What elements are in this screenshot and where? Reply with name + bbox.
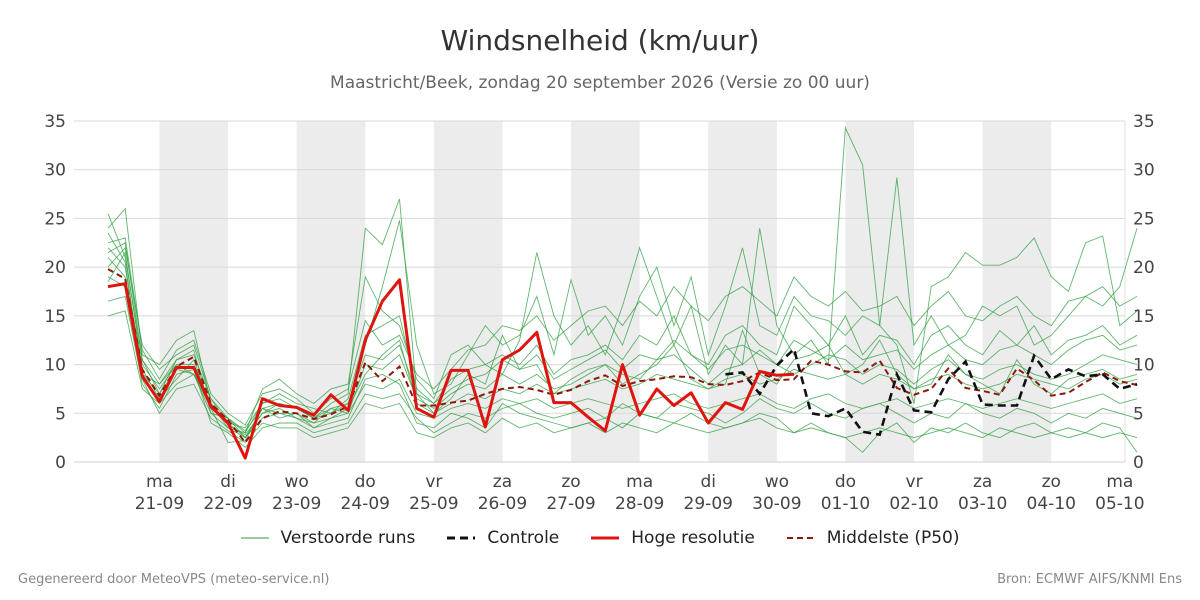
ensemble-runs [107,126,1138,453]
x-tick-day-7: ma [626,472,653,492]
x-tick-date-11: 02-10 [889,494,938,514]
x-tick-day-10: do [835,472,856,492]
legend-item-perturbed[interactable]: Verstoorde runs [240,528,416,548]
legend-median-label: Middelste (P50) [826,528,960,548]
ensemble-run-6 [107,251,1138,434]
median-line [107,268,1138,445]
y-tick-left-5: 5 [55,404,66,424]
chart-title: Windsnelheid (km/uur) [440,24,760,57]
y-tick-left-25: 25 [44,209,66,229]
x-tick-date-13: 04-10 [1027,494,1076,514]
legend-control-swatch [447,536,476,540]
x-tick-day-0: ma [146,472,173,492]
chart-subtitle: Maastricht/Beek, zondag 20 september 202… [330,73,870,93]
y-tick-left-0: 0 [55,453,66,473]
x-tick-date-5: 26-09 [478,494,527,514]
y-tick-right-35: 35 [1133,112,1155,132]
x-tick-day-3: do [355,472,376,492]
hires-line [107,278,795,460]
y-tick-right-0: 0 [1133,453,1144,473]
x-tick-date-0: 21-09 [135,494,184,514]
shade-band-5 [845,121,915,462]
ensemble-run-5 [107,257,1138,436]
legend-perturbed-label: Verstoorde runs [280,528,416,548]
legend: Verstoorde runs Controle Hoge resolutie … [0,528,1200,548]
legend-perturbed-swatch [240,537,269,539]
legend-median-swatch [786,537,815,539]
ensemble-run-1 [107,126,1138,434]
x-tick-date-12: 03-10 [958,494,1007,514]
footer-generated-by[interactable]: Gegenereerd door MeteoVPS (meteo-service… [18,572,330,587]
median-series [107,268,1138,445]
control-line [725,346,1138,437]
ensemble-run-2 [107,247,1138,453]
y-tick-right-15: 15 [1133,307,1155,327]
y-axis-right: 0 5 10 15 20 25 30 35 [1133,112,1155,473]
ensemble-run-9 [107,237,1138,426]
x-tick-day-14: ma [1106,472,1133,492]
y-tick-left-20: 20 [44,258,66,278]
y-tick-right-20: 20 [1133,258,1155,278]
y-axis-left: 0 5 10 15 20 25 30 35 [44,112,66,473]
y-tick-left-10: 10 [44,356,66,376]
x-tick-date-4: 25-09 [409,494,458,514]
x-tick-date-7: 28-09 [615,494,664,514]
x-tick-date-1: 22-09 [203,494,252,514]
legend-hires-label: Hoge resolutie [631,528,755,548]
legend-item-control[interactable]: Controle [447,528,559,548]
x-tick-day-2: wo [284,472,308,492]
x-tick-day-13: zo [1042,472,1061,492]
x-tick-date-9: 30-09 [752,494,801,514]
shade-band-6 [982,121,1052,462]
x-tick-day-1: di [220,472,236,492]
x-tick-day-8: di [700,472,716,492]
x-tick-day-4: vr [425,472,442,492]
x-tick-date-3: 24-09 [341,494,390,514]
x-tick-day-6: zo [561,472,580,492]
x-tick-date-14: 05-10 [1095,494,1144,514]
footer-source: Bron: ECMWF AIFS/KNMI Ens [997,572,1182,587]
x-tick-day-12: za [973,472,992,492]
x-tick-date-8: 29-09 [684,494,733,514]
legend-control-label: Controle [487,528,560,548]
y-tick-left-30: 30 [44,161,66,181]
x-tick-date-10: 01-10 [821,494,870,514]
ensemble-run-10 [107,276,1138,439]
y-tick-right-30: 30 [1133,161,1155,181]
x-tick-date-6: 27-09 [546,494,595,514]
legend-item-median[interactable]: Middelste (P50) [786,528,960,548]
x-tick-date-2: 23-09 [272,494,321,514]
y-tick-right-25: 25 [1133,209,1155,229]
gridlines [74,120,1126,463]
x-tick-day-11: vr [906,472,923,492]
x-tick-day-9: wo [765,472,789,492]
y-tick-right-10: 10 [1133,356,1155,376]
legend-item-hires[interactable]: Hoge resolutie [591,528,755,548]
control-series [725,346,1138,437]
legend-hires-swatch [591,536,620,540]
shade-band-3 [571,121,640,462]
y-tick-left-15: 15 [44,307,66,327]
y-tick-right-5: 5 [1133,404,1144,424]
y-tick-left-35: 35 [44,112,66,132]
ensemble-run-7 [107,232,1138,444]
ensemble-run-3 [107,177,1138,429]
shade-band-2 [433,121,503,462]
hires-series [107,278,795,460]
x-tick-day-5: za [493,472,512,492]
x-axis: ma21-09di22-09wo23-09do24-09vr25-09za26-… [135,472,1145,514]
